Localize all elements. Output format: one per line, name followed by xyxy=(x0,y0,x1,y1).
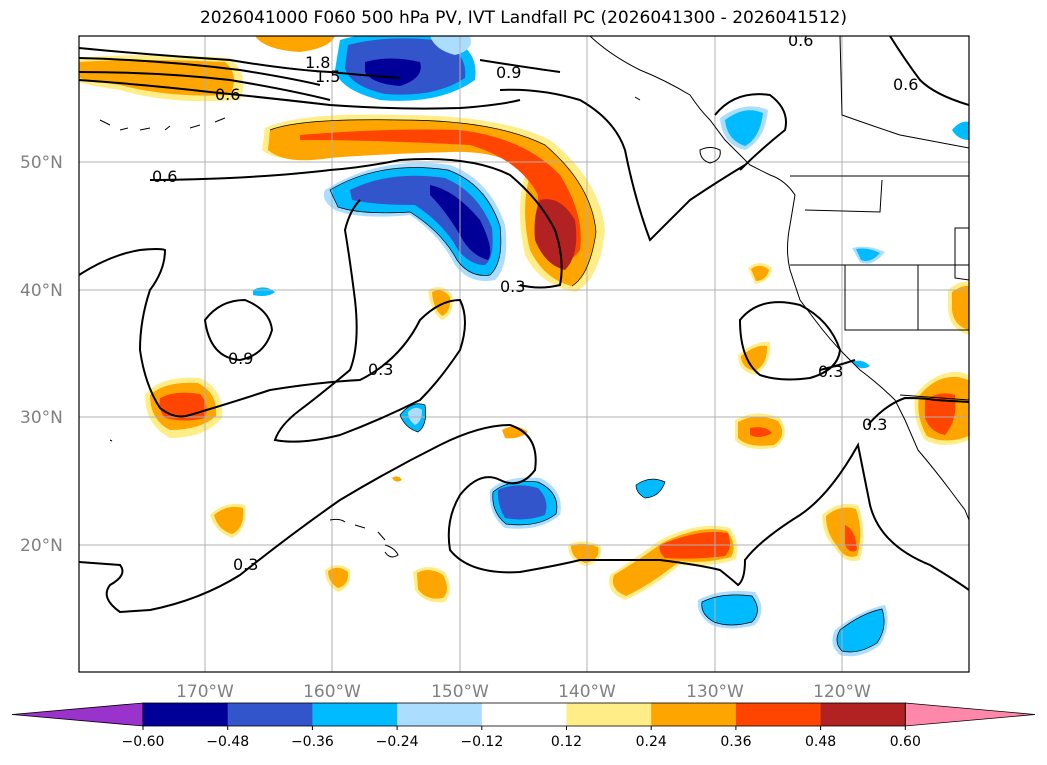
colorbar-segment xyxy=(312,703,398,726)
contour-label: 0.3 xyxy=(862,415,887,434)
colorbar-segment xyxy=(651,703,737,726)
colorbar-extend-high xyxy=(904,702,1036,727)
colorbar-segment xyxy=(820,703,906,726)
contour-label: 0.6 xyxy=(788,31,813,50)
lat-label-50n: 50°N xyxy=(20,153,63,173)
colorbar: −0.60 −0.48 −0.36 −0.24 −0.12 0.12 0.24 0.36 0.4… xyxy=(11,702,1036,750)
lon-label-120w: 120°W xyxy=(813,682,871,702)
colorbar-tick-label: −0.48 xyxy=(206,734,249,750)
lon-label-140w: 140°W xyxy=(558,682,616,702)
contour-label: 1.5 xyxy=(315,67,340,86)
contour-label: 0.9 xyxy=(496,63,521,82)
contour-label: 0.3 xyxy=(818,362,843,381)
lon-label-150w: 150°W xyxy=(431,682,489,702)
contour-label: 0.3 xyxy=(368,360,393,379)
colorbar-segment xyxy=(735,703,822,726)
colorbar-segment xyxy=(481,703,567,726)
colorbar-tick-label: −0.36 xyxy=(291,734,334,750)
contour-lines xyxy=(79,36,969,614)
pv-fill-layer xyxy=(79,36,969,657)
colorbar-segment xyxy=(227,703,313,726)
colorbar-extend-low xyxy=(11,702,144,727)
colorbar-segment xyxy=(397,703,483,726)
latitude-labels: 50°N 40°N 30°N 20°N xyxy=(20,153,63,556)
lat-label-40n: 40°N xyxy=(20,281,63,301)
colorbar-tick-label: 0.36 xyxy=(720,734,751,750)
colorbar-tick-label: −0.12 xyxy=(460,734,503,750)
colorbar-tick-label: −0.60 xyxy=(122,734,165,750)
contour-label: 0.3 xyxy=(233,555,258,574)
lon-label-170w: 170°W xyxy=(176,682,234,702)
colorbar-tick-label: 0.12 xyxy=(551,734,582,750)
lon-label-130w: 130°W xyxy=(686,682,744,702)
lon-label-160w: 160°W xyxy=(303,682,361,702)
contour-label: 1.8 xyxy=(305,53,330,72)
contour-label: 0.9 xyxy=(228,349,253,368)
colorbar-tick-label: −0.24 xyxy=(376,734,419,750)
colorbar-tick-label: 0.60 xyxy=(890,734,921,750)
page-title: 2026041000 F060 500 hPa PV, IVT Landfall… xyxy=(199,8,847,28)
colorbar-frame xyxy=(142,702,906,727)
colorbar-tick-label: 0.48 xyxy=(805,734,836,750)
coastlines xyxy=(99,36,969,558)
colorbar-segment xyxy=(566,703,652,726)
contour-label: 0.3 xyxy=(500,277,525,296)
lat-label-20n: 20°N xyxy=(20,536,63,556)
colorbar-segment xyxy=(143,703,229,726)
map-frame xyxy=(78,35,970,673)
pv-outlines xyxy=(269,119,885,653)
contour-label: 0.6 xyxy=(152,167,177,186)
contour-label: 0.6 xyxy=(893,75,918,94)
gridlines xyxy=(79,36,969,672)
lat-label-30n: 30°N xyxy=(20,408,63,428)
contour-label: 0.6 xyxy=(215,85,240,104)
contour-labels: 1.8 1.5 0.9 0.6 0.6 0.6 0.6 0.9 0.3 0.3 … xyxy=(152,31,918,574)
colorbar-tick-label: 0.24 xyxy=(636,734,667,750)
longitude-labels: 170°W 160°W 150°W 140°W 130°W 120°W xyxy=(176,682,871,702)
